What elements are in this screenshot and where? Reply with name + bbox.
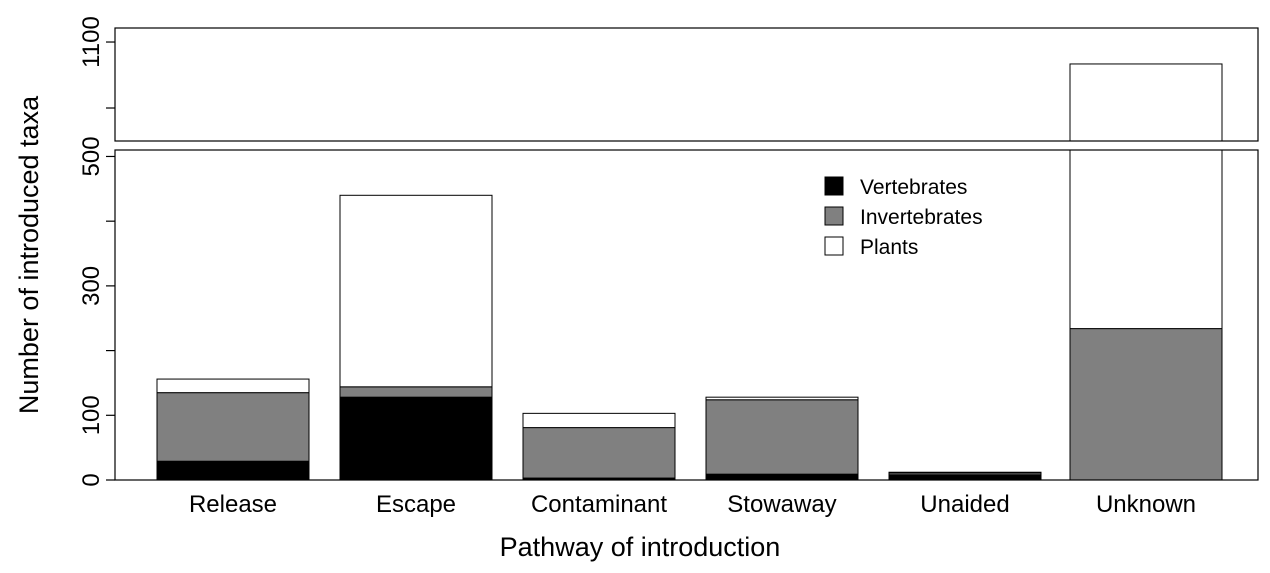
legend-label: Vertebrates bbox=[860, 176, 967, 199]
y-tick-label: 300 bbox=[78, 266, 105, 306]
x-tick-label: Contaminant bbox=[531, 491, 667, 518]
bar-segment bbox=[888, 471, 1042, 474]
x-tick-label: Release bbox=[189, 491, 277, 518]
bar-segment bbox=[339, 194, 493, 388]
bar-segment bbox=[339, 386, 493, 398]
y-tick-label: 1100 bbox=[78, 16, 105, 68]
panel-frame bbox=[114, 149, 1259, 481]
x-tick-label: Escape bbox=[376, 491, 456, 518]
bar-segment bbox=[705, 399, 859, 475]
bar-segment bbox=[156, 460, 310, 481]
x-tick-label: Unaided bbox=[920, 491, 1009, 518]
bar-segment bbox=[156, 378, 310, 394]
bar-segment bbox=[1069, 328, 1223, 481]
panel-frame bbox=[114, 27, 1259, 142]
y-tick-label: 500 bbox=[78, 136, 105, 176]
y-tick-label: 100 bbox=[78, 395, 105, 435]
bar-segment bbox=[1069, 63, 1223, 142]
bar-segment bbox=[1069, 149, 1223, 330]
legend-label: Invertebrates bbox=[860, 206, 983, 229]
bar-segment bbox=[522, 412, 676, 429]
legend-swatch bbox=[824, 176, 844, 196]
x-tick-label: Unknown bbox=[1096, 491, 1196, 518]
bar-segment bbox=[888, 474, 1042, 481]
x-tick-label: Stowaway bbox=[727, 491, 836, 518]
legend-label: Plants bbox=[860, 236, 918, 259]
x-axis-title: Pathway of introduction bbox=[500, 532, 781, 562]
bar-segment bbox=[156, 392, 310, 462]
y-axis-title: Number of introduced taxa bbox=[14, 95, 44, 414]
bar-segment bbox=[339, 396, 493, 481]
legend-swatch bbox=[824, 236, 844, 256]
legend-swatch bbox=[824, 206, 844, 226]
y-tick-label: 0 bbox=[78, 473, 105, 486]
bar-segment bbox=[705, 473, 859, 481]
bar-segment bbox=[705, 396, 859, 401]
bar-segment bbox=[522, 427, 676, 479]
